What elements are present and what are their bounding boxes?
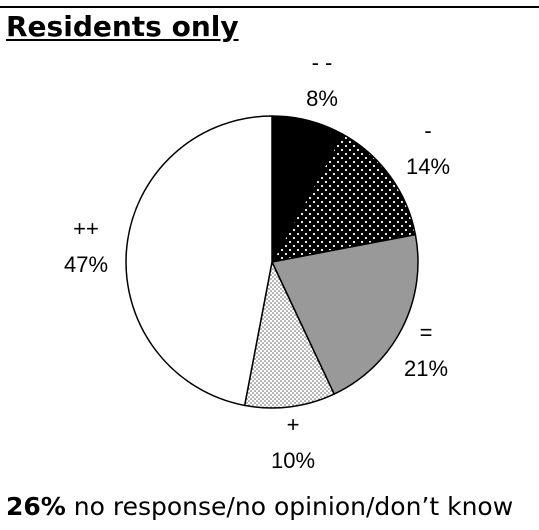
- footnote-text: no response/no opinion/don’t know: [73, 492, 514, 521]
- pie-chart: - - 8% - 14% = 21% +10% ++ 47%: [64, 50, 450, 473]
- slice-category-label-strongly-positive: ++: [73, 216, 99, 241]
- slice-value-label-strongly-negative: 8%: [306, 86, 338, 111]
- slice-value-label-strongly-positive: 47%: [64, 252, 108, 277]
- pie-slices: [125, 115, 419, 409]
- slice-value-label-neutral: 21%: [404, 356, 448, 381]
- pie-labels: - - 8% - 14% = 21% +10% ++ 47%: [64, 50, 450, 473]
- pie-slice-negative: [271, 133, 417, 263]
- slice-category-label-strongly-negative: - -: [312, 50, 333, 75]
- top-rule: [0, 6, 539, 8]
- pie-slice-positive: [243, 261, 335, 409]
- slice-value-label-negative: 14%: [406, 154, 450, 179]
- pie-slice-strongly-positive: [125, 115, 273, 407]
- slice-value-label-positive: 10%: [271, 448, 315, 473]
- slice-category-label-positive: +: [287, 412, 300, 437]
- slice-category-label-neutral: =: [420, 320, 433, 345]
- footnote: 26% no response/no opinion/don’t know: [6, 494, 513, 519]
- pie-slice-neutral: [271, 233, 419, 395]
- chart-title: Residents only: [6, 10, 239, 43]
- footnote-percent: 26%: [6, 492, 66, 521]
- slice-category-label-negative: -: [424, 118, 431, 143]
